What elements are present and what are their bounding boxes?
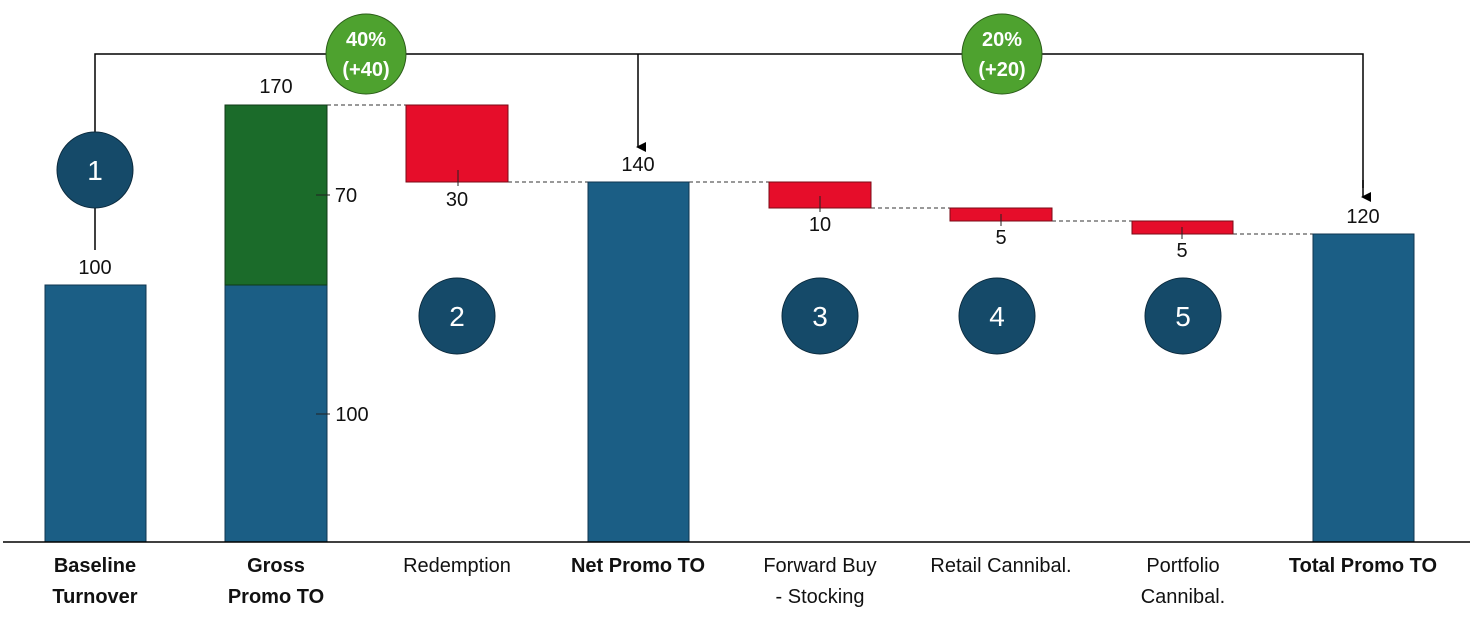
value-label-portfolio: 5 [1176, 240, 1187, 262]
category-label-net: Net Promo TO [570, 555, 706, 577]
svg-text:5: 5 [1175, 301, 1191, 332]
value-label-gross: 170 [259, 76, 292, 98]
annotation-percent: 40% [346, 29, 386, 51]
value-label-gross-uplift: 70 [335, 185, 357, 207]
connector-lines [327, 104, 1313, 235]
value-label-gross-base: 100 [335, 404, 368, 426]
annotation-badge-20: 20% (+20) [961, 13, 1043, 95]
svg-text:3: 3 [812, 301, 828, 332]
step-marker-3: 3 [781, 277, 859, 355]
category-label-total: Total Promo TO [1288, 555, 1438, 577]
annotation-delta: (+20) [978, 59, 1025, 81]
bar-baseline-turnover [44, 284, 147, 543]
bar-gross-base-segment [224, 284, 328, 543]
step-marker-4: 4 [958, 277, 1036, 355]
category-label-forward-buy: Forward Buy - Stocking [763, 555, 877, 608]
annotation-percent: 20% [982, 29, 1022, 51]
step-marker-1: 1 [56, 131, 134, 209]
svg-text:1: 1 [87, 155, 103, 186]
value-label-baseline: 100 [78, 257, 111, 279]
annotation-delta: (+40) [342, 59, 389, 81]
bar-redemption [405, 104, 509, 183]
value-label-redemption: 30 [446, 189, 468, 211]
category-label-portfolio: Portfolio Cannibal. [1140, 555, 1226, 608]
annotation-badge-40: 40% (+40) [325, 13, 407, 95]
value-ticks [316, 170, 1183, 415]
value-label-forward: 10 [809, 214, 831, 236]
step-marker-2: 2 [418, 277, 496, 355]
category-label-baseline: Baseline Turnover [52, 555, 138, 608]
category-label-redemption: Redemption [403, 555, 511, 577]
svg-text:4: 4 [989, 301, 1005, 332]
value-label-total: 120 [1346, 206, 1379, 228]
value-label-net: 140 [621, 154, 654, 176]
step-marker-5: 5 [1144, 277, 1222, 355]
category-label-retail: Retail Cannibal. [930, 555, 1072, 577]
value-label-retail: 5 [995, 227, 1006, 249]
svg-text:2: 2 [449, 301, 465, 332]
bar-gross-uplift-segment [224, 104, 328, 286]
bracket-net-to-total [638, 53, 1371, 202]
bar-net-promo-to [587, 181, 690, 543]
bar-total-promo-to [1312, 233, 1415, 543]
category-label-gross: Gross Promo TO [227, 555, 325, 608]
